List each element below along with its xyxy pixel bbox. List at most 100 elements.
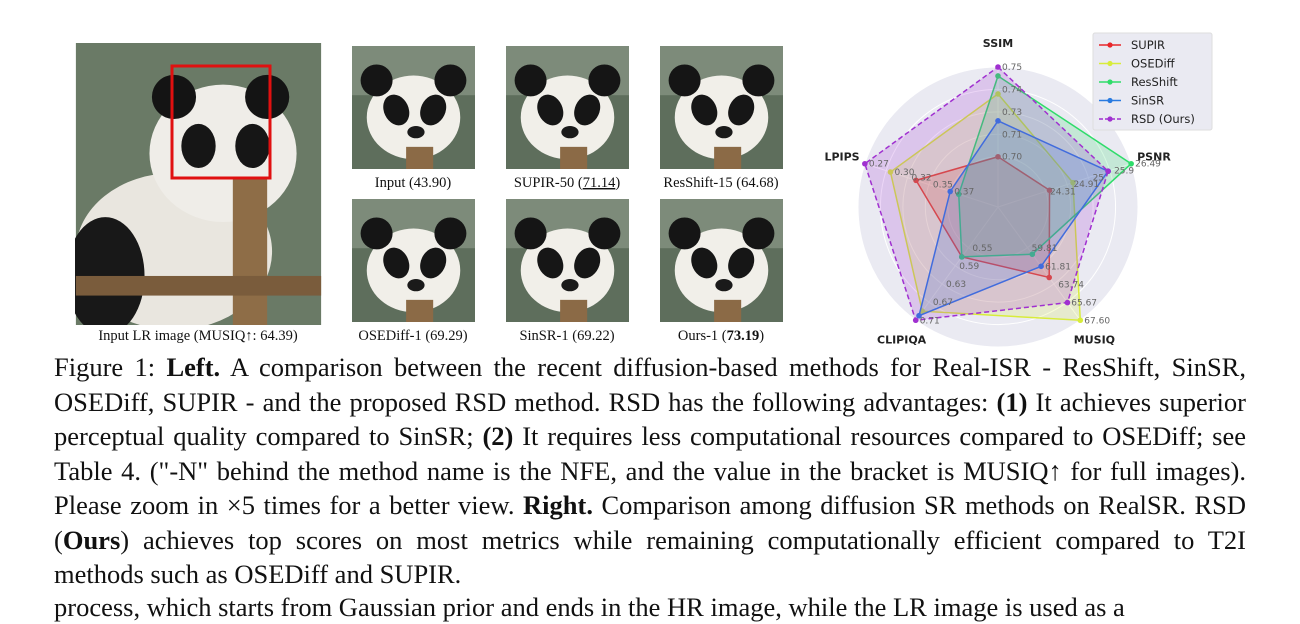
series-point [1070,179,1076,186]
tick-label: 65.67 [1071,298,1097,308]
series-area [914,155,1051,279]
caption-segment: It achieves superior perceptual quality … [54,386,1246,452]
series-area [889,92,1082,322]
caption-part: ) [615,175,620,191]
crop-box [170,64,272,180]
crop-image [660,199,783,322]
series-point [1046,187,1053,194]
legend-label: SinSR [1131,94,1164,108]
legend-dot [1107,60,1113,67]
caption-segment: Figure 1: [54,352,167,382]
axis-label: LPIPS [824,150,859,163]
series-area [957,74,1133,258]
series-area [863,66,1109,322]
caption-part: SinSR-1 (69.22) [519,328,614,344]
crop-image [506,46,629,169]
spoke [864,163,999,208]
caption-segment: (2) [482,421,514,451]
series-point [995,118,1001,124]
panel-caption: Input LR image (MUSIQ↑: 64.39) [98,328,298,344]
caption-segment: Ours [62,524,121,555]
caption-segment: Left. [166,352,221,382]
series-point [955,191,962,198]
tick-label: 24.91 [1073,180,1099,190]
series-area [917,119,1110,317]
legend-dot [1107,79,1113,85]
legend-label: OSEDiff [1131,57,1176,71]
caption-part: ) [759,328,764,344]
tick-label: 25.9 [1114,167,1134,177]
tick-label: 59.81 [1032,244,1058,254]
series-point [995,153,1001,160]
tick-label: 0.37 [954,187,974,197]
tick-label: 61.81 [1045,262,1071,272]
tick-label: 0.67 [933,298,953,308]
tick-label: 24.31 [1050,187,1076,197]
tick-label: 0.75 [1002,63,1022,73]
legend-label: RSD (Ours) [1131,112,1195,126]
caption-part: 71.14 [583,175,616,191]
caption-segment: (1) [996,386,1028,417]
legend-dot [1107,42,1113,48]
tick-label: 0.30 [894,168,914,178]
panel-caption: SinSR-1 (69.22) [519,328,614,344]
series-point [887,169,894,175]
series-point [995,73,1001,79]
legend-label: ResShift [1131,75,1178,89]
caption-segment: Right. [523,490,593,520]
caption-part: 73.19 [727,328,760,344]
tick-label: 0.59 [959,262,979,272]
tick-label: 0.63 [946,280,966,290]
tick-label: 0.55 [972,244,992,254]
caption-segment: ) achieves top scores on most metrics wh… [54,524,1246,590]
series-point [1029,251,1036,258]
figure: Input LR image (MUSIQ↑: 64.39) Input (43.… [75,32,1213,348]
axis-label: CLIPIQA [877,334,927,347]
legend-box [1092,32,1213,131]
series-point [1128,160,1134,167]
axis-label: MUSIQ [1074,334,1115,347]
crop-image [352,46,475,169]
series-point [862,160,868,167]
caption-part: OSEDiff-1 (69.29) [358,328,467,344]
series-point [995,64,1001,70]
caption-part: SUPIR-50 ( [514,175,583,191]
input-image [75,43,322,325]
tick-label: 63.74 [1058,280,1084,290]
tick-label: 0.74 [1002,85,1022,95]
axis-label: PSNR [1137,150,1171,163]
figure-caption: Figure 1: Left. A comparison between the… [54,350,1246,592]
crop-image [506,199,629,322]
body-text: process, which starts from Gaussian prio… [54,592,1125,622]
series-point [1077,317,1084,324]
caption-segment: A comparison between the recent diffusio… [54,352,1246,417]
panel-caption: ResShift-15 (64.68) [663,175,778,191]
tick-label: 0.70 [1002,153,1022,163]
panel-caption: Ours-1 (73.19) [678,328,764,344]
series-point [1038,263,1044,270]
caption-segment: It requires less computational resources… [54,421,1246,520]
caption-part: Input (43.90) [375,175,452,191]
legend-label: SUPIR [1131,38,1165,52]
tick-label: 0.73 [1002,108,1022,118]
series-point [995,91,1001,97]
series-point [1046,274,1053,281]
panel-caption: Input (43.90) [375,175,452,191]
panel-caption: OSEDiff-1 (69.29) [358,328,467,344]
axis-label: SSIM [983,37,1013,50]
radar-chart: SSIM PSNR MUSIQ CLIPIQA LPIPS 0.70 0.71 0.73 0.7… [824,32,1213,348]
legend-dot [1107,97,1113,104]
series-point [912,317,919,324]
series-point [1105,168,1111,175]
panel-caption: SUPIR-50 (71.14) [514,175,621,191]
series-point [913,177,919,184]
tick-label: 0.71 [1002,130,1022,140]
tick-label: 0.27 [869,160,889,170]
tick-label: 26.49 [1135,160,1161,170]
tick-label: 25 [1093,174,1104,184]
series-point [916,312,922,319]
caption-part: Input LR image (MUSIQ↑: 64.39) [98,328,298,344]
spoke [915,206,999,321]
caption-part: ResShift-15 (64.68) [663,175,778,191]
tick-label: 0.71 [920,316,940,326]
